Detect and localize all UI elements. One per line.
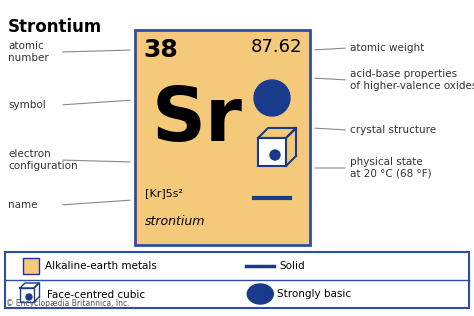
- Text: Solid: Solid: [279, 261, 305, 271]
- Circle shape: [26, 294, 32, 300]
- Text: Alkaline-earth metals: Alkaline-earth metals: [45, 261, 157, 271]
- Bar: [135, 30, 310, 245]
- Text: [Kr]5s²: [Kr]5s²: [145, 188, 183, 198]
- Bar: [20, 288, 34, 302]
- Circle shape: [270, 150, 280, 160]
- Text: Strontium: Strontium: [8, 18, 102, 36]
- Ellipse shape: [247, 284, 273, 304]
- Text: atomic weight: atomic weight: [350, 43, 424, 53]
- Text: Sr: Sr: [152, 83, 243, 156]
- Text: 38: 38: [143, 38, 178, 62]
- Text: strontium: strontium: [145, 215, 205, 228]
- Circle shape: [254, 80, 290, 116]
- Bar: [5, 252, 469, 308]
- Text: crystal structure: crystal structure: [350, 125, 436, 135]
- Text: symbol: symbol: [8, 100, 46, 110]
- Text: © Encyclopædia Britannica, Inc.: © Encyclopædia Britannica, Inc.: [6, 299, 129, 308]
- Text: atomic
number: atomic number: [8, 41, 49, 63]
- Bar: [23, 258, 39, 274]
- Text: Strongly basic: Strongly basic: [277, 289, 351, 299]
- Text: physical state
at 20 °C (68 °F): physical state at 20 °C (68 °F): [350, 157, 432, 179]
- Text: name: name: [8, 200, 37, 210]
- Bar: [258, 138, 286, 166]
- Text: electron
configuration: electron configuration: [8, 149, 78, 171]
- Text: Face-centred cubic: Face-centred cubic: [47, 290, 145, 300]
- Text: acid-base properties
of higher-valence oxides: acid-base properties of higher-valence o…: [350, 69, 474, 91]
- Text: 87.62: 87.62: [250, 38, 302, 56]
